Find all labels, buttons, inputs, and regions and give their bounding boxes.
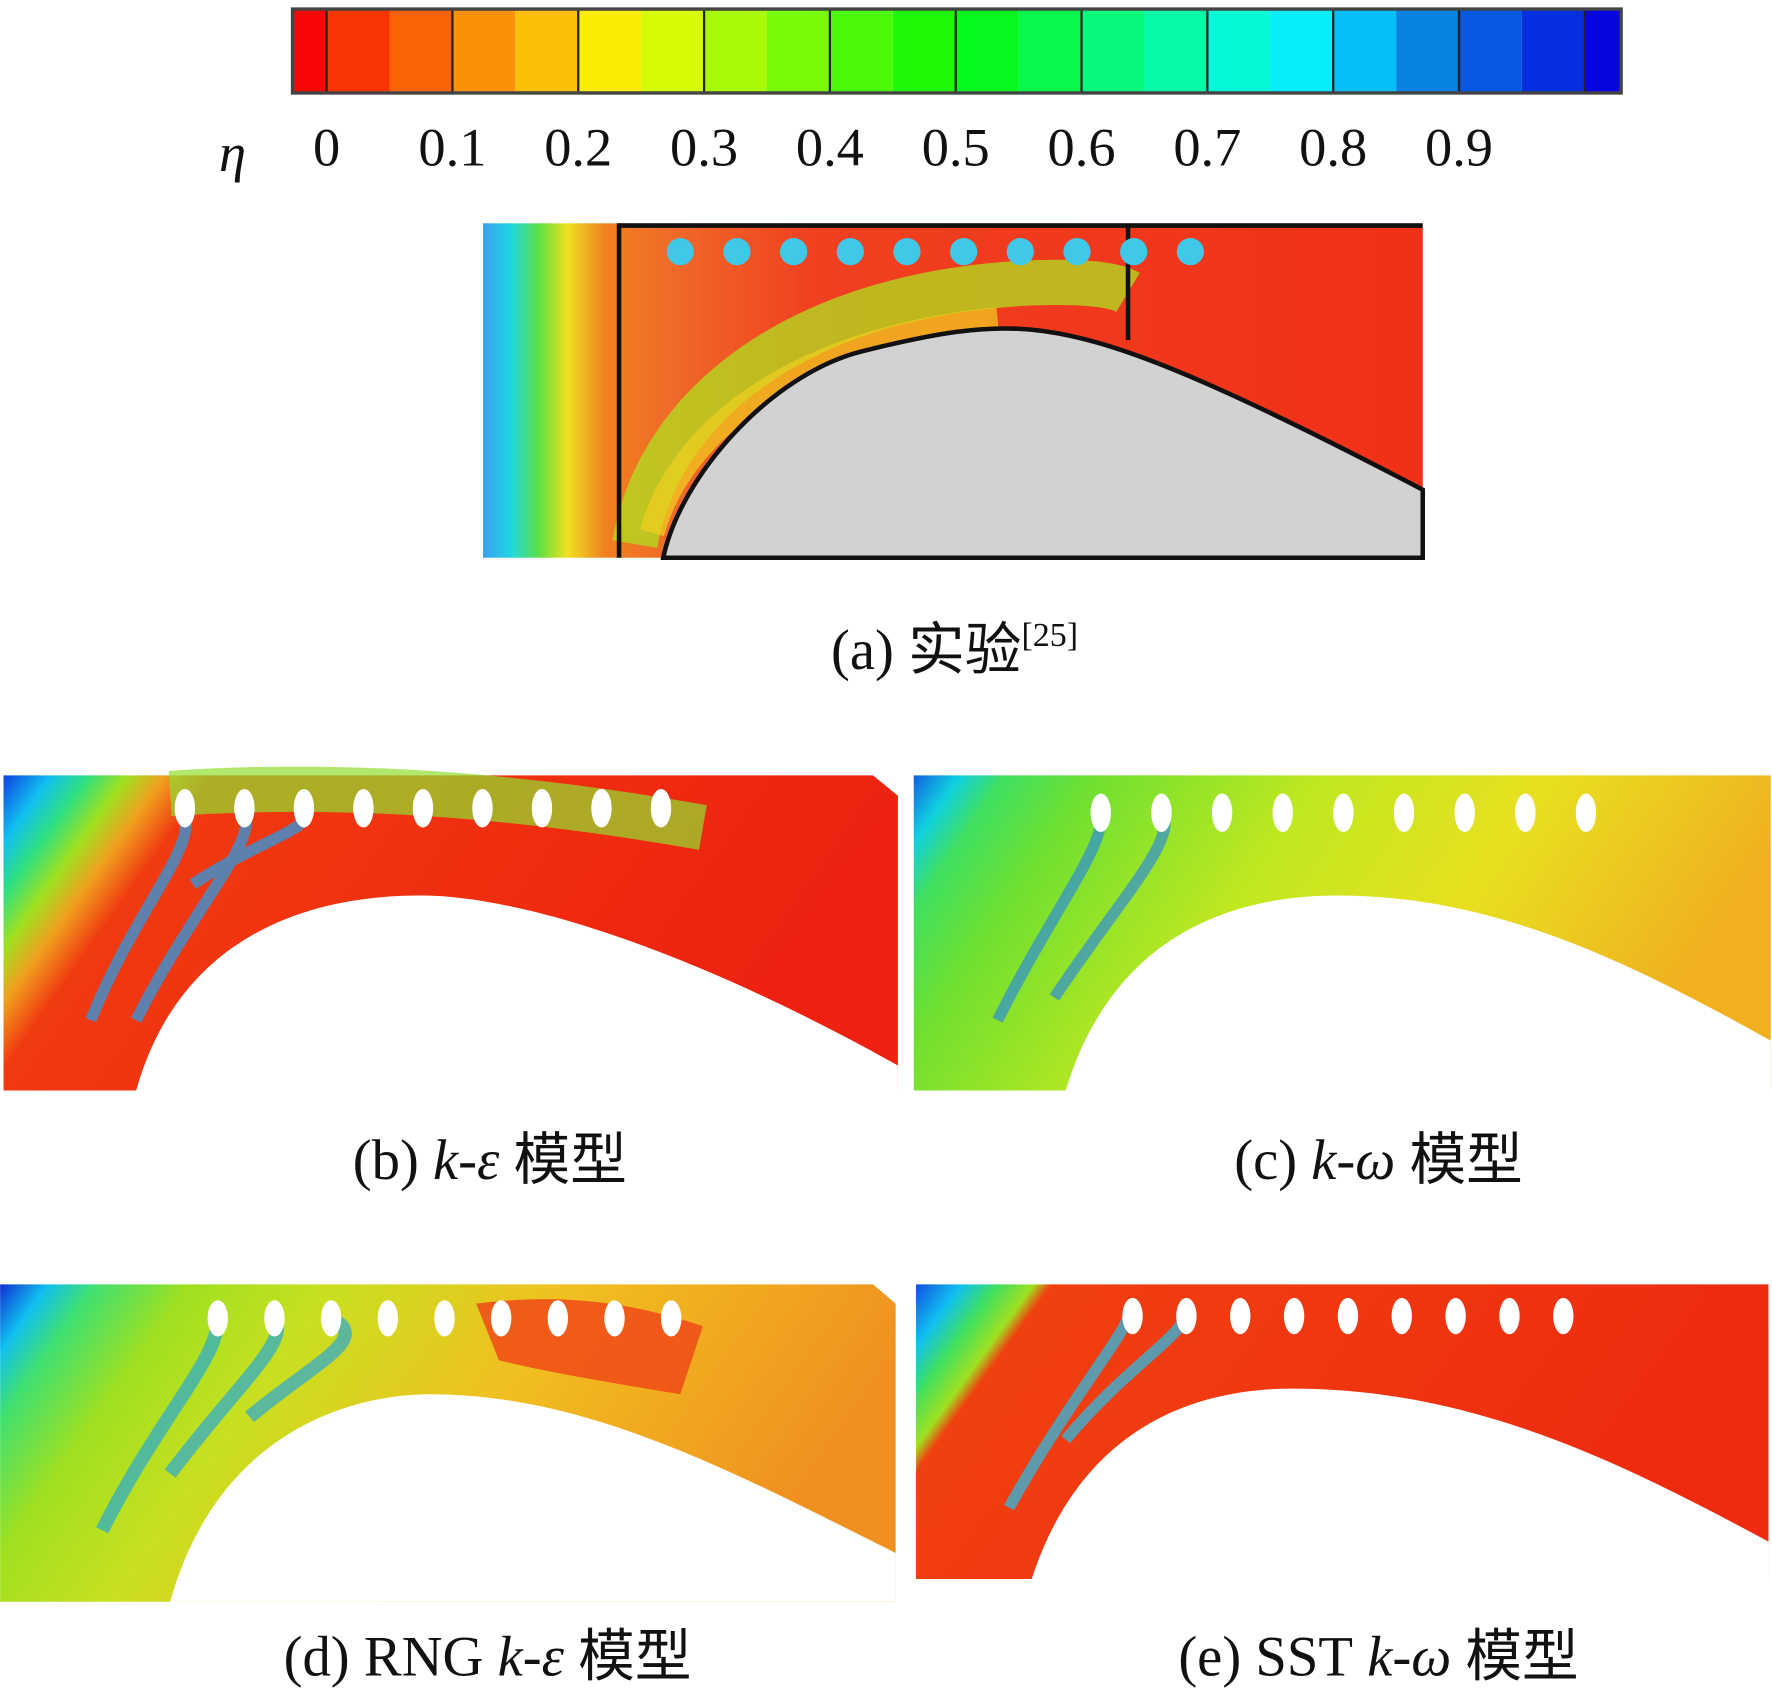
colorbar-tick-label: 0 [313, 118, 340, 178]
hole [1176, 1297, 1197, 1335]
caption-e: (e) SST k-ω 模型 [1178, 1626, 1578, 1688]
hole [234, 788, 255, 828]
hole [660, 1300, 682, 1337]
hole [490, 1300, 512, 1337]
colorbar-segment [641, 9, 705, 93]
panel-a [483, 223, 1426, 560]
colorbar-tick-label: 0.4 [796, 118, 864, 178]
hole [174, 788, 196, 828]
hole [591, 788, 612, 828]
hole [1230, 1297, 1251, 1335]
colorbar-segment [829, 9, 893, 93]
hole [836, 238, 864, 266]
colorbar-segment [1459, 9, 1522, 93]
colorbar-segment [1018, 9, 1082, 93]
hole [1006, 238, 1034, 266]
colorbar-segment [1144, 9, 1208, 93]
hole [412, 788, 434, 828]
hole [531, 788, 553, 828]
hole [1575, 793, 1597, 833]
caption-b: (b) k-ε 模型 [353, 1130, 627, 1192]
colorbar-segment [892, 9, 956, 93]
colorbar-tick-label: 0.5 [922, 118, 990, 178]
hole [1553, 1297, 1574, 1335]
hole [893, 238, 921, 266]
hole [950, 238, 978, 266]
hole [666, 238, 694, 266]
hole [1272, 793, 1293, 833]
colorbar-segment [452, 9, 516, 93]
hole [1122, 1297, 1143, 1335]
colorbar-segment [1333, 9, 1397, 93]
hole [1120, 238, 1148, 266]
hole [604, 1300, 625, 1337]
hole [320, 1300, 342, 1337]
colorbar-segment [389, 9, 453, 93]
hole [207, 1300, 228, 1337]
hole [780, 238, 808, 266]
hole [547, 1300, 569, 1337]
hole [377, 1300, 399, 1337]
colorbar-tick-label: 0.3 [670, 118, 738, 178]
hole [1211, 793, 1233, 833]
hole [1151, 793, 1172, 833]
caption-d: (d) RNG k-ε 模型 [284, 1626, 692, 1688]
colorbar-tick-label: 0.2 [544, 118, 612, 178]
hole [1391, 1297, 1412, 1335]
colorbar-segment [1396, 9, 1460, 93]
hole [353, 788, 374, 828]
hole [472, 788, 493, 828]
hole [1333, 793, 1354, 833]
colorbar-tick-label: 0.7 [1173, 118, 1241, 178]
colorbar-segment [326, 9, 390, 93]
panel-b [3, 766, 898, 1091]
hole [1063, 238, 1091, 266]
caption-a: (a) 实验[25] [831, 617, 1078, 682]
panel-e [916, 1284, 1769, 1580]
colorbar-segment [955, 9, 1019, 93]
hole [1337, 1297, 1359, 1335]
colorbar [290, 7, 1623, 95]
colorbar-segment [292, 9, 327, 93]
hole [1283, 1297, 1305, 1335]
colorbar-tick-label: 0.6 [1048, 118, 1116, 178]
colorbar-segment [1081, 9, 1145, 93]
hole [1454, 793, 1475, 833]
hole [1176, 238, 1204, 266]
colorbar-label: η [219, 123, 246, 183]
hole [293, 788, 315, 828]
hole [264, 1300, 285, 1337]
hole [1393, 793, 1415, 833]
panel-d [0, 1284, 896, 1602]
hole [1445, 1297, 1466, 1335]
hole [1499, 1297, 1520, 1335]
colorbar-segment [515, 9, 579, 93]
colorbar-segment [578, 9, 642, 93]
colorbar-segment [1207, 9, 1271, 93]
hole [434, 1300, 455, 1337]
hole [723, 238, 751, 266]
hole [650, 788, 672, 828]
colorbar-segment [766, 9, 830, 93]
colorbar-tick-label: 0.8 [1299, 118, 1367, 178]
colorbar-tick-label: 0.9 [1425, 118, 1493, 178]
caption-c: (c) k-ω 模型 [1234, 1130, 1523, 1192]
colorbar-segment [1521, 9, 1585, 93]
panel-c [913, 775, 1771, 1091]
hole [1515, 793, 1536, 833]
colorbar-segment [704, 9, 767, 93]
colorbar-tick-label: 0.1 [418, 118, 486, 178]
colorbar-segment [1584, 9, 1622, 93]
colorbar-segment [1270, 9, 1334, 93]
hole [1090, 793, 1112, 833]
